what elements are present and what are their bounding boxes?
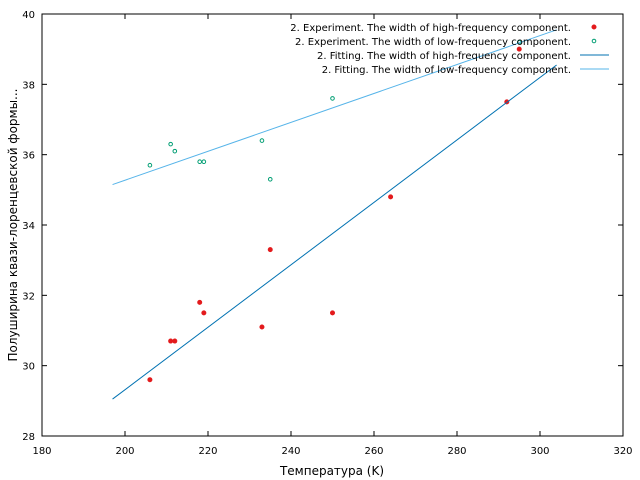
x-tick-label: 200	[115, 446, 134, 457]
legend-label: 2. Fitting. The width of high-frequency …	[317, 51, 571, 62]
plot-frame	[41, 13, 624, 437]
y-tick-label: 40	[22, 10, 35, 21]
data-point-series-0	[259, 324, 265, 330]
legend-label: 2. Experiment. The width of low-frequenc…	[295, 37, 571, 48]
data-point-series-1	[172, 148, 178, 154]
fit-line-2	[112, 64, 557, 400]
data-point-series-0	[516, 46, 522, 52]
x-axis-label: Температура (K)	[279, 464, 384, 478]
data-point-series-0	[201, 310, 207, 316]
legend-marker-sample	[591, 38, 597, 44]
legend-label: 2. Fitting. The width of low-frequency c…	[322, 65, 571, 76]
data-point-series-0	[388, 194, 394, 200]
fit-line-3	[112, 29, 557, 186]
y-tick-label: 32	[22, 291, 35, 302]
data-point-series-1	[147, 162, 153, 168]
data-point-series-0	[329, 310, 335, 316]
legend-label: 2. Experiment. The width of high-frequen…	[290, 23, 571, 34]
y-tick-label: 28	[22, 432, 35, 443]
x-tick-label: 220	[198, 446, 217, 457]
y-tick-label: 34	[22, 221, 35, 232]
axis-ticks: 180 200 220 240 260 280 300 320 28 30 32 34 36 38 40	[22, 10, 632, 457]
x-tick-label: 320	[613, 446, 632, 457]
x-tick-label: 180	[32, 446, 51, 457]
y-axis-label: Полуширина квази-лоренцевской формы...	[6, 89, 20, 362]
data-point-series-1	[259, 138, 265, 143]
data-point-series-1	[197, 159, 202, 164]
data-point-series-0	[197, 299, 203, 305]
x-tick-label: 300	[530, 446, 549, 457]
data-point-series-1	[330, 96, 335, 101]
y-tick-label: 38	[22, 80, 35, 91]
data-point-series-0	[267, 247, 273, 253]
y-tick-label: 36	[22, 151, 35, 162]
y-tick-label: 30	[22, 362, 35, 373]
data-point-series-0	[168, 338, 174, 344]
data-point-series-1	[267, 176, 273, 182]
data-point-series-1	[201, 159, 207, 164]
legend: 2. Experiment. The width of high-frequen…	[290, 23, 609, 76]
data-marks	[112, 29, 557, 400]
data-point-series-1	[168, 141, 173, 147]
x-tick-label: 260	[364, 446, 383, 457]
legend-marker-sample	[591, 24, 597, 30]
x-tick-label: 280	[447, 446, 466, 457]
x-tick-label: 240	[281, 446, 300, 457]
data-point-series-0	[147, 377, 153, 383]
data-point-series-0	[172, 338, 178, 344]
